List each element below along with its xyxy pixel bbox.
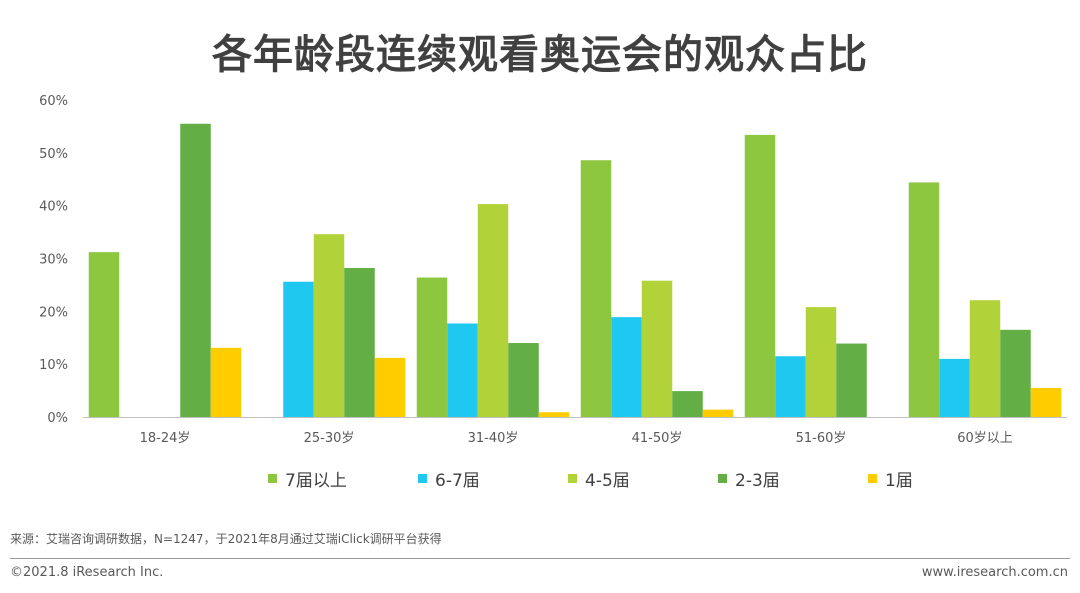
y-tick-label: 50% <box>39 147 68 162</box>
bar-4-5届-60岁以上 <box>969 300 1001 417</box>
bar-2-3届-18-24岁 <box>180 123 211 418</box>
x-tick-label: 18-24岁 <box>140 431 191 446</box>
source-note: 来源：艾瑞咨询调研数据，N=1247，于2021年8月通过艾瑞iClick调研平… <box>10 532 442 546</box>
bar-2-3届-60岁以上 <box>1000 329 1031 417</box>
bar-4-5届-41-50岁 <box>641 280 673 417</box>
x-tick-label: 60岁以上 <box>957 431 1013 446</box>
chart-title: 各年龄段连续观看奥运会的观众占比 <box>212 32 868 78</box>
y-tick-label: 60% <box>39 94 68 109</box>
legend-swatch <box>718 474 727 483</box>
bar-chart: 0% 10% 20% 30% 40% 50% 60% 18-24岁 25-30岁 31-40岁 41… <box>39 94 1067 446</box>
legend-swatch <box>268 474 277 483</box>
legend-swatch <box>418 474 427 483</box>
bar-7届以上-41-50岁 <box>580 160 612 418</box>
legend-swatch <box>568 474 577 483</box>
bar-7届以上-31-40岁 <box>416 277 448 417</box>
legend-item: 4-5届 <box>568 466 718 491</box>
bar-1届-18-24岁 <box>210 347 242 417</box>
bar-4-5届-51-60岁 <box>805 307 837 417</box>
chart-legend: 7届以上 6-7届 4-5届 2-3届 1届 <box>268 466 1018 491</box>
y-tick-label: 20% <box>39 305 68 320</box>
legend-item: 2-3届 <box>718 466 868 491</box>
bar-7届以上-18-24岁 <box>88 252 120 417</box>
legend-label: 2-3届 <box>735 471 780 491</box>
bar-4-5届-25-30岁 <box>313 234 345 417</box>
bar-7届以上-51-60岁 <box>744 134 776 417</box>
x-tick-label: 41-50岁 <box>632 431 683 446</box>
legend-item: 7届以上 <box>268 466 418 491</box>
copyright-text: ©2021.8 iResearch Inc. <box>10 565 164 580</box>
bar-4-5届-31-40岁 <box>477 204 509 417</box>
bar-7届以上-60岁以上 <box>908 182 940 417</box>
bar-6-7届-31-40岁 <box>447 323 478 417</box>
bar-1届-41-50岁 <box>702 409 734 417</box>
legend-label: 7届以上 <box>285 471 347 491</box>
website-link[interactable]: www.iresearch.com.cn <box>921 565 1068 580</box>
bar-1届-25-30岁 <box>374 357 406 417</box>
bar-1届-60岁以上 <box>1030 387 1062 417</box>
y-tick-label: 10% <box>39 358 68 373</box>
bar-6-7届-41-50岁 <box>611 317 642 417</box>
legend-swatch <box>868 474 877 483</box>
bar-1届-31-40岁 <box>538 412 570 417</box>
bar-6-7届-51-60岁 <box>775 356 806 417</box>
y-tick-label: 30% <box>39 253 68 268</box>
x-tick-label: 51-60岁 <box>796 431 847 446</box>
bar-2-3届-41-50岁 <box>672 391 703 417</box>
legend-item: 6-7届 <box>418 466 568 491</box>
legend-label: 6-7届 <box>435 471 480 491</box>
x-tick-label: 31-40岁 <box>468 431 519 446</box>
footer-divider <box>10 558 1070 559</box>
bar-6-7届-25-30岁 <box>283 281 314 417</box>
legend-label: 1届 <box>885 471 913 491</box>
bar-6-7届-60岁以上 <box>939 358 970 417</box>
legend-label: 4-5届 <box>585 471 630 491</box>
y-tick-label: 40% <box>39 200 68 215</box>
bar-2-3届-25-30岁 <box>344 268 375 417</box>
x-tick-label: 25-30岁 <box>304 431 355 446</box>
bar-2-3届-51-60岁 <box>836 343 867 417</box>
y-tick-label: 0% <box>47 411 68 426</box>
bar-2-3届-31-40岁 <box>508 343 539 417</box>
legend-item: 1届 <box>868 466 1018 491</box>
